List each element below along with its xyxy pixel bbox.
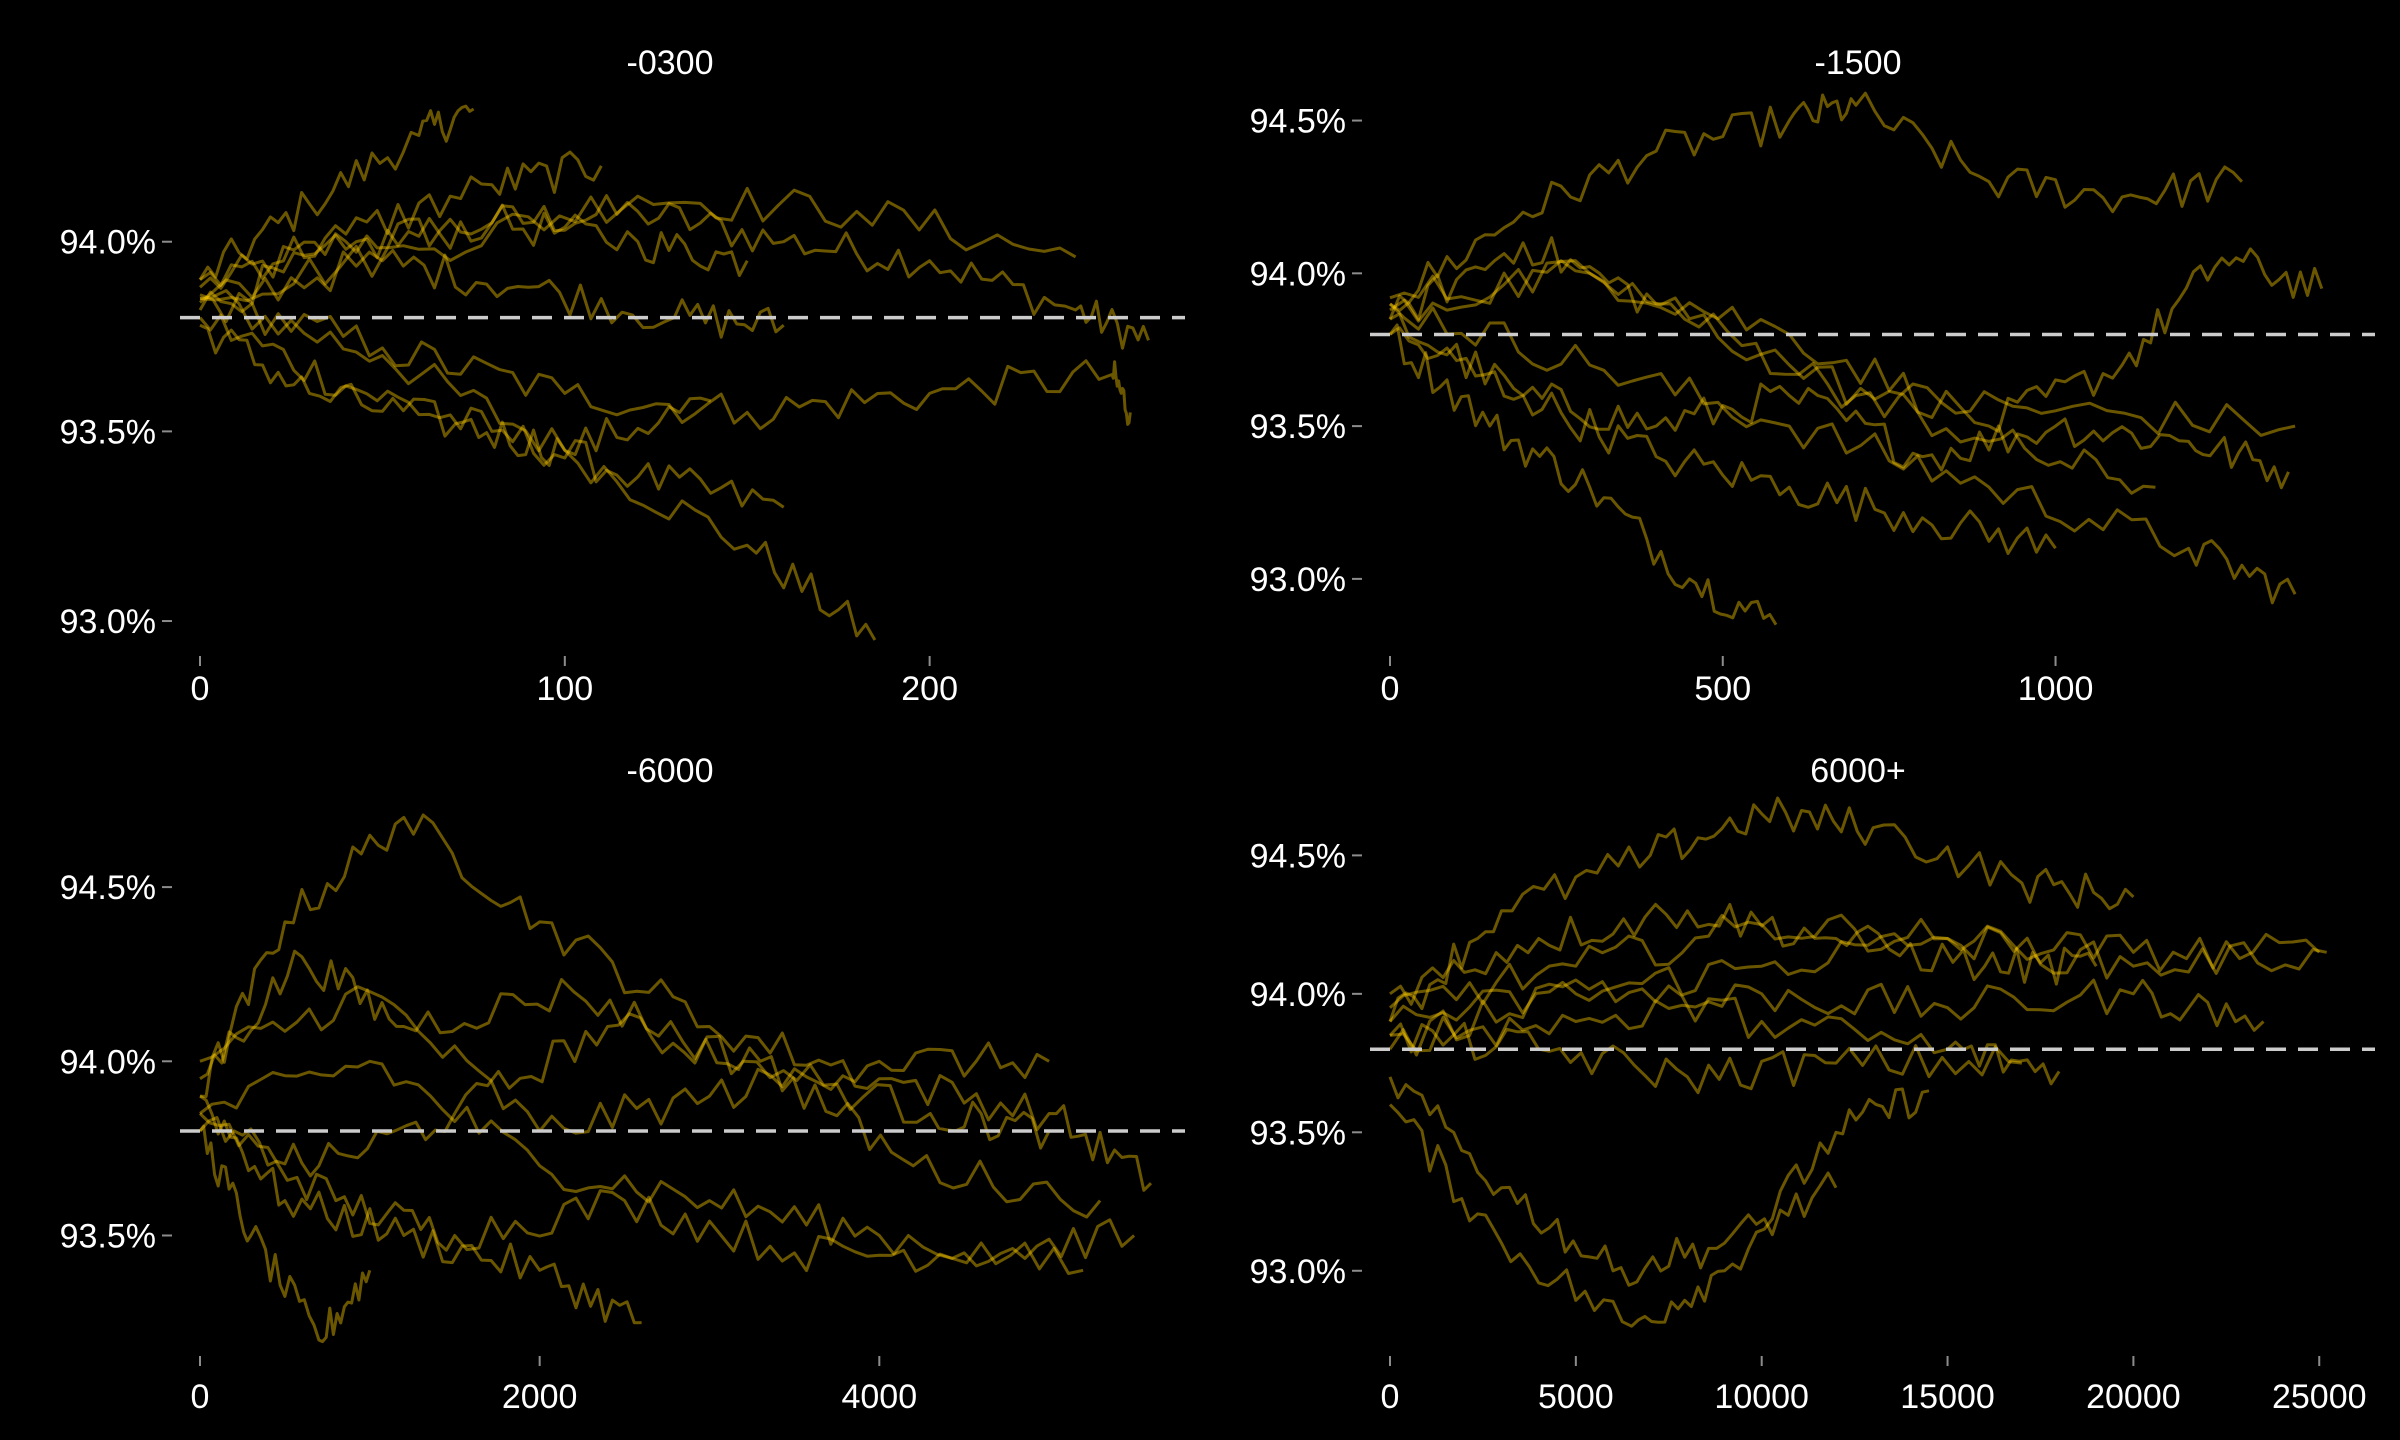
y-tick-label: 94.0% (1250, 255, 1346, 293)
x-tick-label: 0 (1381, 1378, 1400, 1416)
series-line (198, 1012, 1102, 1219)
series-line (198, 1112, 1136, 1273)
series-line (199, 150, 603, 287)
panel-4: 6000+ 93.0% 93.5% 94.0% 94.5% 0 5000 10000 15000… (1250, 752, 2375, 1416)
y-tick-label: 93.5% (1250, 408, 1346, 446)
series-line (198, 1124, 372, 1344)
series-line (1389, 247, 2324, 433)
series-line (1389, 902, 2098, 1006)
panel-title: -6000 (627, 752, 714, 790)
panel-title: -1500 (1815, 44, 1902, 82)
y-tick-label: 94.5% (1250, 103, 1346, 141)
series-line (199, 194, 1150, 350)
series-line (1389, 312, 2290, 490)
y-tick-label: 93.5% (1250, 1114, 1346, 1152)
series-line (199, 186, 1077, 303)
series-line (1388, 302, 2297, 605)
x-tick-label: 1000 (2018, 670, 2094, 708)
panel-title: -0300 (627, 44, 714, 82)
series-line (1388, 323, 1778, 626)
series-line (1389, 978, 2265, 1053)
y-tick-label: 93.0% (1250, 1253, 1346, 1291)
x-tick-label: 0 (1381, 670, 1400, 708)
series-line (1388, 913, 2327, 1009)
y-tick-label: 94.5% (60, 869, 156, 907)
x-tick-label: 4000 (841, 1378, 917, 1416)
series-line (199, 813, 1153, 1192)
series-line (199, 1059, 1084, 1275)
series-line (199, 949, 1051, 1150)
y-tick-label: 93.5% (60, 1217, 156, 1255)
x-tick-label: 2000 (502, 1378, 578, 1416)
x-tick-label: 100 (536, 670, 593, 708)
series-line (199, 291, 1132, 431)
x-tick-label: 5000 (1538, 1378, 1614, 1416)
y-tick-label: 93.0% (60, 603, 156, 641)
y-tick-label: 94.0% (60, 1043, 156, 1081)
x-tick-label: 500 (1694, 670, 1751, 708)
series-line (198, 203, 749, 314)
y-tick-label: 94.5% (1250, 837, 1346, 875)
series-line (1388, 1087, 1930, 1328)
y-tick-label: 94.0% (60, 224, 156, 262)
series-line (1389, 326, 2057, 555)
y-tick-label: 93.0% (1250, 561, 1346, 599)
series-line (199, 289, 877, 641)
panel-2: -1500 93.0% 93.5% 94.0% 94.5% 0 500 1000 (1250, 44, 2375, 708)
series-line (1389, 259, 2156, 495)
panel-1: -0300 93.0% 93.5% 94.0% 0 100 200 (60, 44, 1185, 708)
series-line (199, 248, 785, 339)
x-tick-label: 0 (191, 670, 210, 708)
series-line (1388, 796, 2135, 1022)
series-line (1388, 978, 2061, 1086)
y-tick-label: 94.0% (1250, 976, 1346, 1014)
series-line (1388, 236, 2296, 437)
series-line (199, 323, 712, 467)
series-line (1389, 91, 2243, 312)
series-line (198, 104, 475, 281)
x-tick-label: 0 (191, 1378, 210, 1416)
series-line (198, 313, 785, 509)
x-tick-label: 10000 (1714, 1378, 1809, 1416)
series-line (199, 985, 1050, 1135)
panel-3: -6000 93.5% 94.0% 94.5% 0 2000 4000 (60, 752, 1185, 1416)
x-tick-label: 20000 (2086, 1378, 2181, 1416)
panel-title: 6000+ (1810, 752, 1906, 790)
x-tick-label: 25000 (2272, 1378, 2367, 1416)
y-tick-label: 93.5% (60, 413, 156, 451)
x-tick-label: 200 (901, 670, 958, 708)
series-line (199, 1094, 642, 1325)
series-line (1388, 924, 2321, 1023)
series-line (1388, 1076, 1838, 1287)
series-line (1388, 1021, 2023, 1095)
x-tick-label: 15000 (1900, 1378, 1995, 1416)
